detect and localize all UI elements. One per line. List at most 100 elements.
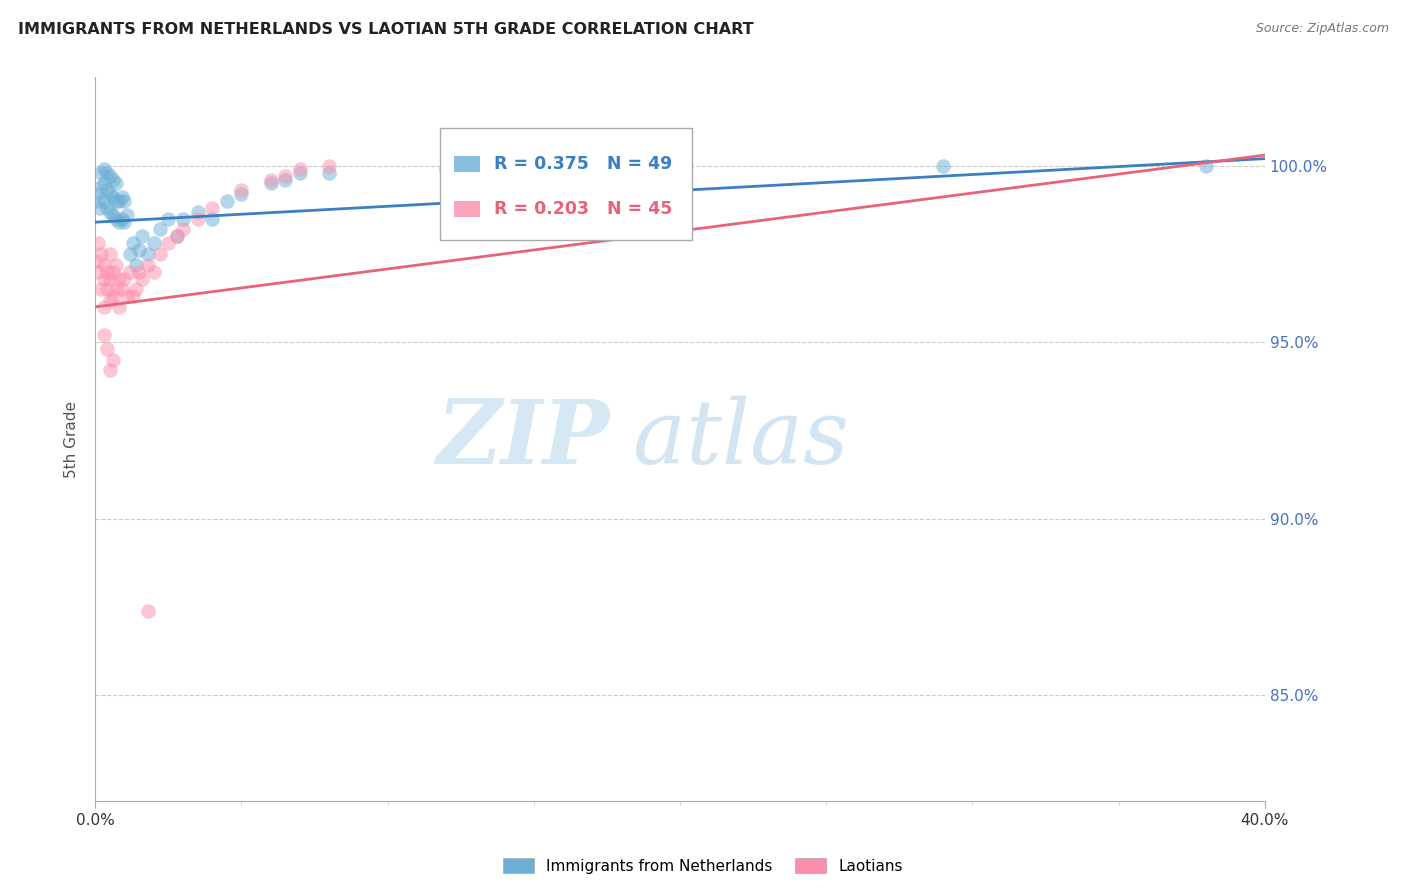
- Point: [117, 289, 139, 303]
- Point: [93, 258, 115, 272]
- Point: [90, 282, 112, 296]
- Point: [128, 244, 150, 258]
- Point: [131, 229, 153, 244]
- Point: [107, 300, 129, 314]
- Point: [112, 271, 135, 285]
- Text: ZIP: ZIP: [436, 396, 610, 483]
- Point: [112, 215, 135, 229]
- Point: [122, 289, 145, 303]
- Point: [101, 208, 124, 222]
- Point: [96, 343, 118, 357]
- Point: [110, 211, 132, 226]
- Point: [87, 194, 110, 208]
- Point: [231, 183, 253, 197]
- Point: [125, 282, 148, 296]
- Point: [110, 190, 132, 204]
- Point: [122, 236, 145, 251]
- Point: [172, 222, 194, 236]
- Point: [90, 247, 112, 261]
- Point: [107, 271, 129, 285]
- Point: [101, 264, 124, 278]
- Point: [142, 264, 165, 278]
- Point: [96, 166, 118, 180]
- Point: [107, 215, 129, 229]
- Point: [136, 258, 159, 272]
- Point: [148, 222, 170, 236]
- Point: [274, 173, 297, 187]
- Point: [259, 173, 281, 187]
- Point: [201, 211, 224, 226]
- Y-axis label: 5th Grade: 5th Grade: [65, 401, 79, 478]
- Point: [259, 177, 281, 191]
- Point: [131, 271, 153, 285]
- Point: [107, 194, 129, 208]
- Point: [101, 190, 124, 204]
- Point: [318, 159, 340, 173]
- Point: [87, 236, 110, 251]
- FancyBboxPatch shape: [440, 128, 692, 240]
- Point: [104, 211, 127, 226]
- Point: [87, 264, 110, 278]
- Point: [98, 293, 121, 307]
- Point: [215, 194, 238, 208]
- Point: [231, 186, 253, 201]
- Point: [96, 282, 118, 296]
- Point: [288, 166, 311, 180]
- Point: [120, 247, 142, 261]
- Point: [86, 254, 108, 268]
- Point: [93, 300, 115, 314]
- Point: [86, 186, 108, 201]
- Point: [98, 169, 121, 184]
- Point: [1195, 159, 1218, 173]
- Point: [110, 282, 132, 296]
- Point: [98, 186, 121, 201]
- Point: [142, 236, 165, 251]
- Point: [125, 258, 148, 272]
- Point: [98, 204, 121, 219]
- Point: [117, 208, 139, 222]
- Point: [96, 264, 118, 278]
- Point: [136, 247, 159, 261]
- Point: [98, 363, 121, 377]
- Point: [101, 289, 124, 303]
- Point: [434, 162, 457, 177]
- Point: [166, 229, 188, 244]
- Point: [93, 328, 115, 343]
- Point: [120, 264, 142, 278]
- Point: [112, 194, 135, 208]
- Point: [104, 258, 127, 272]
- Point: [98, 247, 121, 261]
- Point: [288, 162, 311, 177]
- Point: [128, 264, 150, 278]
- Point: [186, 204, 208, 219]
- Point: [90, 180, 112, 194]
- Point: [201, 201, 224, 215]
- Point: [93, 162, 115, 177]
- Point: [93, 194, 115, 208]
- Point: [274, 169, 297, 184]
- Point: [157, 236, 180, 251]
- Point: [93, 271, 115, 285]
- Point: [101, 352, 124, 367]
- FancyBboxPatch shape: [454, 156, 479, 172]
- Point: [104, 177, 127, 191]
- Text: atlas: atlas: [633, 396, 849, 483]
- Point: [186, 211, 208, 226]
- Point: [90, 166, 112, 180]
- Text: R = 0.203   N = 45: R = 0.203 N = 45: [494, 200, 672, 218]
- Point: [89, 201, 111, 215]
- Point: [157, 211, 180, 226]
- Point: [172, 211, 194, 226]
- Text: IMMIGRANTS FROM NETHERLANDS VS LAOTIAN 5TH GRADE CORRELATION CHART: IMMIGRANTS FROM NETHERLANDS VS LAOTIAN 5…: [18, 22, 754, 37]
- Point: [104, 282, 127, 296]
- Text: Source: ZipAtlas.com: Source: ZipAtlas.com: [1256, 22, 1389, 36]
- Text: R = 0.375   N = 49: R = 0.375 N = 49: [494, 155, 672, 173]
- Legend: Immigrants from Netherlands, Laotians: Immigrants from Netherlands, Laotians: [498, 852, 908, 880]
- Point: [93, 177, 115, 191]
- Point: [96, 183, 118, 197]
- Point: [98, 271, 121, 285]
- Point: [136, 603, 159, 617]
- Point: [148, 247, 170, 261]
- Point: [318, 166, 340, 180]
- Point: [166, 229, 188, 244]
